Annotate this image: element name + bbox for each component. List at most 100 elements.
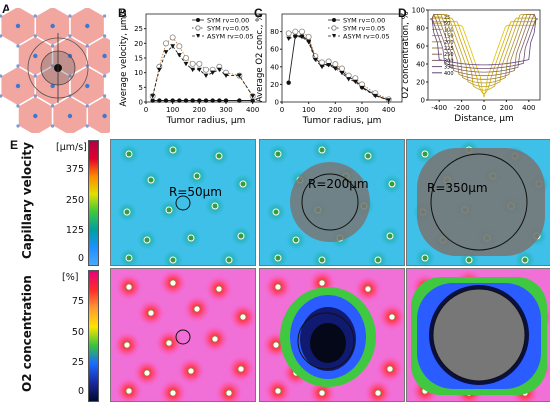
data-point bbox=[150, 94, 156, 99]
capillary-marker bbox=[318, 146, 326, 154]
series-line bbox=[288, 31, 389, 100]
capillary-dot bbox=[15, 23, 21, 29]
x-tick-label: 200 bbox=[329, 106, 342, 114]
vertex-dot bbox=[33, 74, 37, 78]
legend-marker bbox=[196, 18, 200, 22]
data-point bbox=[189, 60, 196, 67]
legend-marker bbox=[331, 25, 337, 31]
capillary-marker bbox=[193, 305, 201, 313]
x-axis-label: Tumor radius, µm bbox=[302, 116, 382, 126]
x-tick-label: -200 bbox=[454, 104, 470, 112]
vertex-dot bbox=[85, 124, 89, 128]
legend-entry: 200 bbox=[444, 40, 454, 46]
vertex-dot bbox=[16, 124, 20, 128]
data-point bbox=[339, 70, 345, 76]
capillary-marker bbox=[143, 236, 151, 244]
capillary-marker bbox=[215, 285, 223, 293]
capillary-marker bbox=[169, 256, 177, 264]
data-point bbox=[210, 70, 216, 76]
capillary-marker bbox=[237, 365, 245, 373]
capillary-marker bbox=[211, 202, 219, 210]
y-tick-label: 40 bbox=[416, 61, 425, 69]
chart-d-o2-profiles: -400 -200 0 200 400 0 20 40 60 80 100 Distance, µm O… bbox=[401, 7, 541, 124]
capillary-marker bbox=[211, 335, 219, 343]
legend-marker bbox=[195, 25, 201, 31]
capillary-marker bbox=[374, 256, 382, 264]
capillary-marker bbox=[225, 256, 233, 264]
data-point bbox=[223, 98, 229, 103]
vertex-dot bbox=[68, 34, 72, 38]
capillary-marker bbox=[388, 313, 396, 321]
capillary-marker bbox=[318, 389, 326, 397]
x-tick-label: 200 bbox=[500, 104, 513, 112]
colorbar-bottom-tick: 25 bbox=[71, 357, 84, 368]
series-line bbox=[288, 35, 389, 101]
capillary-marker bbox=[237, 232, 245, 240]
x-tick-label: 400 bbox=[246, 106, 259, 114]
vertex-dot bbox=[103, 74, 107, 78]
capillary-marker bbox=[318, 279, 326, 287]
data-point bbox=[163, 98, 169, 103]
data-point bbox=[190, 98, 195, 103]
y-tick-label: 25 bbox=[134, 25, 143, 33]
y-tick-label: 20 bbox=[134, 40, 143, 48]
data-point bbox=[210, 98, 215, 103]
profile-line bbox=[430, 18, 538, 95]
capillary-marker bbox=[215, 152, 223, 160]
legend-entry: ASYM rv=0.05 bbox=[343, 33, 390, 41]
capillary-marker bbox=[125, 254, 133, 262]
vertex-dot bbox=[0, 14, 3, 18]
capillary-dot bbox=[85, 83, 90, 89]
vertex-dot bbox=[51, 64, 55, 68]
legend-entry: SYM rv=0.05 bbox=[207, 25, 249, 33]
data-point bbox=[299, 34, 305, 40]
capillary-dot bbox=[67, 113, 73, 119]
data-point bbox=[196, 60, 203, 67]
profile-line bbox=[430, 14, 538, 80]
series-line bbox=[152, 45, 254, 97]
y-tick-label: 0 bbox=[421, 97, 425, 105]
data-point bbox=[299, 28, 306, 35]
data-point bbox=[305, 33, 312, 40]
legend-entry: 400 bbox=[444, 71, 454, 77]
capillary-marker bbox=[239, 313, 247, 321]
capillary-marker bbox=[147, 176, 155, 184]
legend-marker bbox=[332, 34, 336, 38]
legend-entry: SYM rv=0.00 bbox=[343, 17, 385, 25]
data-point bbox=[183, 98, 189, 103]
y-tick-label: 0 bbox=[275, 99, 279, 107]
capillary-marker bbox=[374, 389, 382, 397]
y-tick-label: 40 bbox=[270, 63, 279, 71]
vertex-dot bbox=[68, 14, 72, 18]
legend-entry: SYM rv=0.05 bbox=[343, 25, 385, 33]
data-point bbox=[292, 34, 298, 40]
x-tick-label: 0 bbox=[482, 104, 486, 112]
x-axis-label: Distance, µm bbox=[454, 114, 514, 124]
y-tick-label: 5 bbox=[139, 84, 143, 92]
x-tick-label: -400 bbox=[431, 104, 447, 112]
x-tick-label: 0 bbox=[144, 106, 148, 114]
panel-label-d: D bbox=[398, 6, 407, 20]
vertex-dot bbox=[85, 64, 89, 68]
vertex-dot bbox=[16, 64, 20, 68]
y-axis-label: O2 concentration, % bbox=[401, 11, 411, 98]
radius-label-200: R=200µm bbox=[308, 177, 369, 191]
capillary-marker bbox=[521, 256, 529, 264]
data-point bbox=[286, 80, 291, 85]
profile-line bbox=[430, 14, 538, 77]
colorbar-bottom-tick: 50 bbox=[71, 327, 84, 338]
data-point bbox=[203, 98, 209, 103]
data-point bbox=[197, 98, 202, 103]
legend-entry: 225 bbox=[444, 46, 454, 52]
o2-map-r200 bbox=[259, 268, 405, 402]
vertex-dot bbox=[51, 44, 55, 48]
colorbar-velocity bbox=[88, 140, 99, 266]
x-tick-label: 400 bbox=[522, 104, 535, 112]
data-point bbox=[203, 73, 209, 78]
capillary-marker bbox=[169, 146, 177, 154]
data-point bbox=[292, 28, 299, 35]
data-point bbox=[346, 77, 352, 82]
x-tick-label: 300 bbox=[219, 106, 232, 114]
panel-label-a: A bbox=[2, 2, 11, 16]
data-point bbox=[352, 79, 358, 85]
